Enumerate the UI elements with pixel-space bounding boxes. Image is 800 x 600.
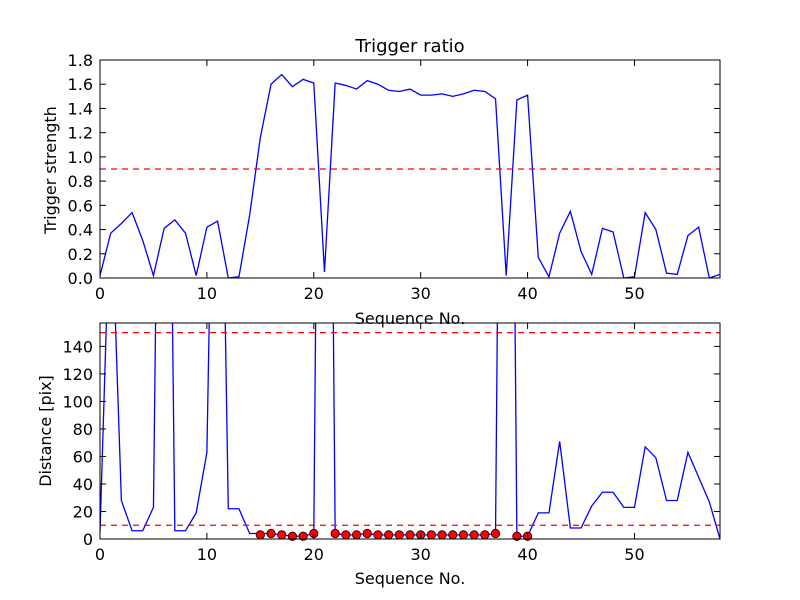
y-tick-label: 1.4 [68, 99, 93, 118]
x-tick-label: 40 [517, 284, 537, 303]
y-tick-label: 0.6 [68, 196, 93, 215]
x-tick-label: 30 [411, 545, 431, 564]
y-tick-label: 1.6 [68, 75, 93, 94]
data-point-marker [458, 530, 469, 540]
x-tick-label: 10 [197, 545, 217, 564]
data-point-marker [469, 530, 479, 540]
data-point-marker [426, 530, 436, 540]
y-tick-label: 0.2 [68, 245, 93, 264]
plot-area [100, 73, 720, 278]
y-tick-label: 1.0 [68, 148, 93, 167]
data-point-marker [512, 531, 522, 541]
data-point-marker [480, 530, 490, 540]
trigger-ratio-panel: Trigger ratio Trigger strength Sequence … [41, 36, 721, 328]
x-tick-label: 50 [624, 284, 644, 303]
data-point-marker [384, 530, 394, 540]
data-point-marker [437, 530, 447, 540]
data-point-marker [362, 528, 372, 539]
y-tick-label: 80 [73, 420, 93, 439]
data-point-marker [287, 531, 298, 541]
y-tick-label: 1.2 [68, 124, 93, 143]
x-axis-label: Sequence No. [355, 309, 466, 328]
x-tick-label: 30 [411, 284, 431, 303]
data-point-marker [448, 530, 458, 540]
y-tick-label: 100 [62, 392, 93, 411]
data-point-marker [373, 530, 383, 540]
chart-title: Trigger ratio [354, 36, 464, 57]
x-tick-label: 20 [304, 284, 324, 303]
data-point-marker [394, 530, 404, 540]
series-line [100, 323, 720, 539]
y-tick-label: 0 [83, 530, 93, 549]
y-tick-label: 0.4 [68, 221, 93, 240]
y-tick-label: 0.8 [68, 172, 93, 191]
x-tick-label: 20 [304, 545, 324, 564]
data-point-marker [490, 528, 501, 539]
y-tick-label: 60 [73, 447, 93, 466]
y-tick-label: 20 [73, 502, 93, 521]
data-point-marker [255, 530, 265, 540]
data-point-marker [330, 528, 340, 539]
data-point-marker [266, 528, 276, 539]
x-tick-label: 0 [95, 545, 105, 564]
y-tick-label: 120 [62, 365, 93, 384]
data-point-marker [351, 530, 362, 540]
x-tick-label: 40 [517, 545, 537, 564]
distance-panel: Distance [pix] Sequence No. 0 10 20 30 40 50 0… [36, 322, 721, 588]
y-tick-label: 140 [62, 337, 93, 356]
x-tick-label: 10 [197, 284, 217, 303]
y-axis-label: Trigger strength [41, 106, 60, 235]
x-tick-label: 0 [95, 284, 105, 303]
x-axis-label: Sequence No. [355, 569, 466, 588]
data-point-marker [405, 530, 415, 540]
y-tick-label: 0.0 [68, 269, 93, 288]
axes-frame [99, 59, 721, 279]
y-axis-label: Distance [pix] [36, 375, 55, 487]
data-point-marker [341, 530, 351, 540]
axes-frame [99, 322, 721, 540]
plot-area [100, 323, 720, 539]
y-tick-label: 40 [73, 475, 93, 494]
x-tick-label: 50 [624, 545, 644, 564]
data-point-marker [298, 531, 308, 541]
y-tick-label: 1.8 [68, 51, 93, 70]
data-point-marker [277, 530, 287, 540]
series-line [100, 73, 720, 278]
